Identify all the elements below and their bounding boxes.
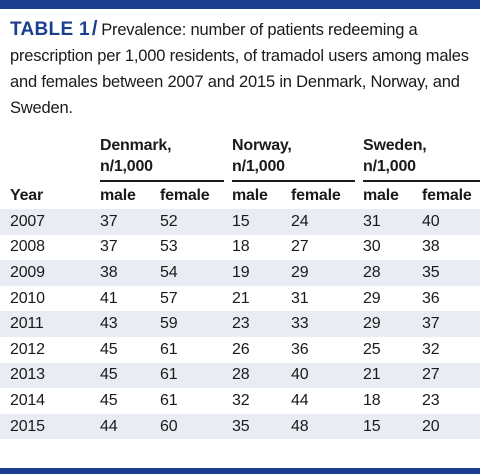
cell-value: 54 xyxy=(160,260,233,286)
table-row: 2013 45 61 28 40 21 27 xyxy=(0,362,480,389)
norway-label: Norway, xyxy=(232,137,292,154)
col-header-year: Year xyxy=(10,186,44,204)
cell-value: 61 xyxy=(160,391,178,409)
table-row: 2008 37 53 18 27 30 38 xyxy=(0,235,480,261)
cell-value: 32 xyxy=(232,391,250,409)
caption-slash: / xyxy=(91,18,98,40)
top-accent-bar xyxy=(0,0,480,9)
col-header-sweden-male: male xyxy=(363,186,399,204)
cell-value: 23 xyxy=(232,311,292,337)
table-caption: TABLE 1/Prevalence: number of patients r… xyxy=(10,16,472,121)
cell-value: 15 xyxy=(363,413,423,440)
cell-value: 18 xyxy=(363,391,381,409)
cell-value: 38 xyxy=(422,238,440,256)
denmark-label: Denmark, xyxy=(100,137,172,154)
caption-text: Prevalence: number of patients redeeming… xyxy=(10,21,469,117)
cell-value: 61 xyxy=(160,362,233,389)
cell-value: 44 xyxy=(291,391,309,409)
cell-year: 2008 xyxy=(10,238,45,256)
cell-value: 35 xyxy=(422,260,480,286)
norway-unit: n/1,000 xyxy=(232,158,285,175)
table-row: 2011 43 59 23 33 29 37 xyxy=(0,311,480,337)
cell-year: 2015 xyxy=(0,413,100,440)
cell-value: 29 xyxy=(363,289,381,307)
table-row: 2014 45 61 32 44 18 23 xyxy=(0,388,480,414)
header-spacer xyxy=(0,133,100,182)
table-row: 2015 44 60 35 48 15 20 xyxy=(0,413,480,440)
col-header-norway-male: male xyxy=(232,186,268,204)
table-row: 2009 38 54 19 29 28 35 xyxy=(0,260,480,286)
cell-value: 35 xyxy=(232,413,292,440)
cell-value: 45 xyxy=(100,391,118,409)
cell-year: 2011 xyxy=(0,311,100,337)
cell-value: 59 xyxy=(160,311,233,337)
cell-value: 32 xyxy=(422,340,440,358)
table-row: 2010 41 57 21 31 29 36 xyxy=(0,286,480,312)
table-label: TABLE 1 xyxy=(10,19,90,40)
table-row: 2012 45 61 26 36 25 32 xyxy=(0,337,480,363)
group-header-sweden: Sweden, n/1,000 xyxy=(363,133,480,182)
cell-value: 26 xyxy=(232,340,250,358)
country-header-row: Denmark, n/1,000 Norway, n/1,000 Sweden, n/… xyxy=(0,133,480,182)
cell-value: 28 xyxy=(232,362,292,389)
cell-value: 20 xyxy=(422,413,480,440)
table-row: 2007 37 52 15 24 31 40 xyxy=(0,209,480,235)
cell-value: 57 xyxy=(160,289,178,307)
prevalence-table: Denmark, n/1,000 Norway, n/1,000 Sweden, n/… xyxy=(0,133,480,440)
cell-value: 21 xyxy=(232,289,250,307)
cell-value: 37 xyxy=(422,311,480,337)
col-header-norway-female: female xyxy=(291,186,341,204)
cell-value: 25 xyxy=(363,340,381,358)
cell-value: 38 xyxy=(100,260,160,286)
cell-value: 33 xyxy=(291,311,364,337)
cell-value: 45 xyxy=(100,362,160,389)
cell-value: 31 xyxy=(363,209,423,235)
cell-year: 2014 xyxy=(10,391,45,409)
cell-value: 52 xyxy=(160,209,233,235)
col-header-denmark-female: female xyxy=(160,186,210,204)
cell-year: 2009 xyxy=(0,260,100,286)
cell-value: 48 xyxy=(291,413,364,440)
col-header-sweden-female: female xyxy=(422,186,472,204)
table-body: 2007 37 52 15 24 31 40 2008 37 53 18 27 … xyxy=(0,209,480,440)
cell-value: 40 xyxy=(291,362,364,389)
cell-value: 43 xyxy=(100,311,160,337)
cell-value: 29 xyxy=(291,260,364,286)
cell-value: 60 xyxy=(160,413,233,440)
cell-value: 53 xyxy=(160,238,178,256)
cell-value: 29 xyxy=(363,311,423,337)
group-header-norway: Norway, n/1,000 xyxy=(232,133,363,182)
cell-year: 2013 xyxy=(0,362,100,389)
sweden-label: Sweden, xyxy=(363,137,427,154)
column-header-row: Year male female male female male female xyxy=(0,182,480,209)
cell-value: 61 xyxy=(160,340,178,358)
cell-year: 2010 xyxy=(10,289,45,307)
cell-value: 31 xyxy=(291,289,309,307)
bottom-accent-bar xyxy=(0,468,480,474)
cell-value: 24 xyxy=(291,209,364,235)
cell-value: 28 xyxy=(363,260,423,286)
cell-value: 27 xyxy=(422,362,480,389)
cell-value: 36 xyxy=(291,340,309,358)
cell-value: 40 xyxy=(422,209,480,235)
cell-value: 45 xyxy=(100,340,118,358)
cell-value: 37 xyxy=(100,209,160,235)
cell-value: 19 xyxy=(232,260,292,286)
denmark-unit: n/1,000 xyxy=(100,158,153,175)
cell-value: 41 xyxy=(100,289,118,307)
col-header-denmark-male: male xyxy=(100,186,136,204)
cell-year: 2012 xyxy=(10,340,45,358)
cell-value: 37 xyxy=(100,238,118,256)
sweden-unit: n/1,000 xyxy=(363,158,416,175)
cell-year: 2007 xyxy=(0,209,100,235)
cell-value: 27 xyxy=(291,238,309,256)
cell-value: 44 xyxy=(100,413,160,440)
cell-value: 36 xyxy=(422,289,440,307)
cell-value: 23 xyxy=(422,391,440,409)
cell-value: 21 xyxy=(363,362,423,389)
cell-value: 15 xyxy=(232,209,292,235)
cell-value: 30 xyxy=(363,238,381,256)
cell-value: 18 xyxy=(232,238,250,256)
group-header-denmark: Denmark, n/1,000 xyxy=(100,133,232,182)
